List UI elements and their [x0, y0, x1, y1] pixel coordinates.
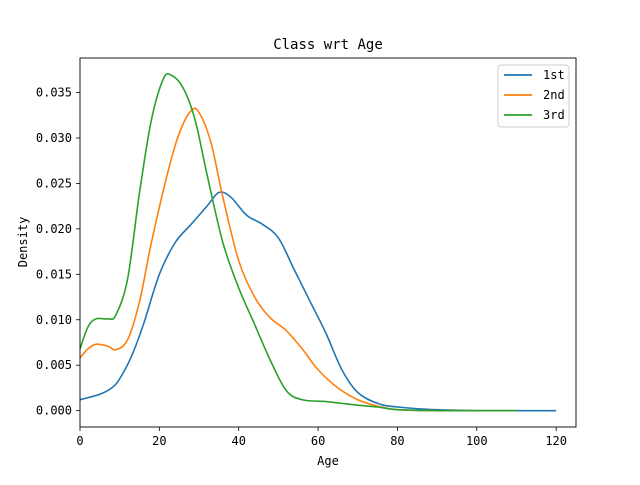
x-axis-ticks: 0 20 40 60 80 100 120 [76, 427, 567, 448]
legend-box [497, 64, 570, 128]
y-tick-label: 0.020 [36, 222, 72, 236]
x-tick-label: 60 [311, 434, 325, 448]
axes-frame [79, 57, 577, 428]
x-tick-label: 0 [76, 434, 83, 448]
x-tick-label: 100 [466, 434, 488, 448]
y-tick-label: 0.030 [36, 131, 72, 145]
legend-label-1st: 1st [543, 68, 565, 82]
y-tick-label: 0.035 [36, 86, 72, 100]
y-axis-label: Density [16, 217, 30, 268]
legend: 1st 2nd 3rd [497, 64, 570, 128]
y-tick-label: 0.015 [36, 267, 72, 281]
plot-area [79, 57, 577, 428]
x-axis-label: Age [317, 454, 339, 468]
y-tick-label: 0.000 [36, 404, 72, 418]
y-axis-ticks: 0.000 0.005 0.010 0.015 0.020 0.025 0.030 0.035 [36, 86, 80, 418]
x-tick-label: 40 [231, 434, 245, 448]
x-tick-label: 80 [390, 434, 404, 448]
series-line-1st [80, 191, 557, 412]
series-line-3rd [80, 72, 517, 412]
x-tick-label: 120 [545, 434, 567, 448]
y-tick-label: 0.025 [36, 176, 72, 190]
y-tick-label: 0.010 [36, 313, 72, 327]
legend-label-3rd: 3rd [543, 108, 565, 122]
series-line-2nd [80, 107, 517, 412]
chart-title: Class wrt Age [273, 37, 383, 53]
y-tick-label: 0.005 [36, 358, 72, 372]
x-tick-label: 20 [152, 434, 166, 448]
legend-label-2nd: 2nd [543, 88, 565, 102]
